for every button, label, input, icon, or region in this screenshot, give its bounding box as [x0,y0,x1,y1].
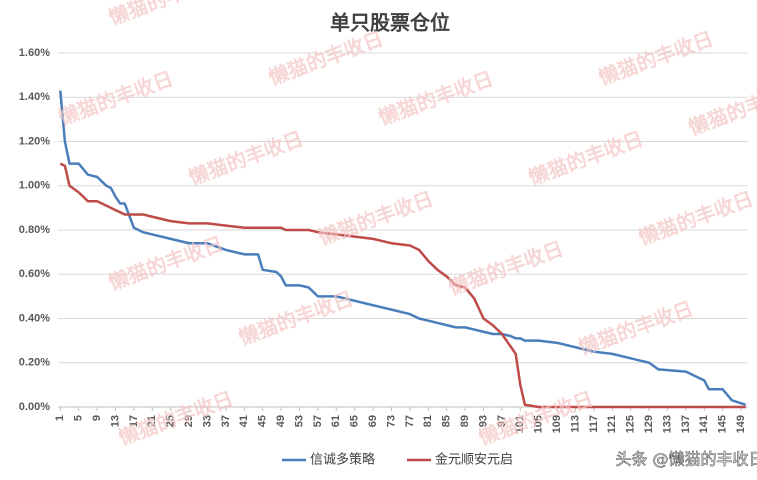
x-tick-label: 109 [551,415,563,433]
y-tick-label: 1.40% [19,91,50,103]
x-tick-label: 41 [238,415,250,427]
series-line [59,90,747,406]
watermark: 懒猫的丰收日 [265,26,386,90]
credit: 头条 @懒猫的丰收日 [615,450,757,469]
series-line [59,162,746,409]
watermark: 懒猫的丰收日 [525,126,646,190]
x-tick-label: 137 [680,415,692,433]
x-tick-label: 129 [643,415,655,433]
y-tick-label: 1.00% [19,180,50,192]
x-tick-label: 61 [330,415,342,427]
x-tick-label: 73 [385,415,397,427]
y-tick-label: 0.20% [19,357,50,369]
y-tick-label: 0.80% [19,224,50,236]
x-tick-label: 141 [698,415,710,433]
watermark: 懒猫的丰收日 [635,186,756,250]
x-tick-label: 65 [349,415,361,427]
x-tick-label: 97 [496,415,508,427]
x-tick-label: 133 [661,415,673,433]
x-tick-label: 9 [91,415,103,421]
x-tick-label: 117 [588,415,600,433]
watermark: 懒猫的丰收日 [55,66,176,130]
x-tick-label: 33 [201,415,213,427]
x-tick-label: 101 [514,415,526,433]
watermark: 懒猫的丰收日 [575,296,696,360]
x-tick-label: 89 [459,415,471,427]
x-tick-label: 53 [293,415,305,427]
x-tick-label: 77 [404,415,416,427]
x-tick-label: 17 [128,415,140,427]
y-tick-label: 0.60% [19,268,50,280]
x-tick-label: 5 [73,415,85,421]
chart-title: 单只股票仓位 [330,11,450,35]
watermark: 懒猫的丰收日 [375,66,496,130]
watermark: 懒猫的丰收日 [105,0,226,30]
x-tick-label: 45 [257,415,269,427]
y-tick-label: 1.60% [19,47,50,59]
x-tick-label: 21 [146,415,158,427]
x-tick-label: 57 [312,415,324,427]
x-tick-label: 85 [441,415,453,427]
x-tick-label: 13 [109,415,121,427]
legend-label: 金元顺安元启 [435,452,513,468]
x-tick-label: 1 [54,415,66,421]
x-tick-label: 113 [569,415,581,433]
x-tick-label: 29 [183,415,195,427]
watermark: 懒猫的丰收日 [105,231,226,295]
x-tick-label: 105 [533,415,545,433]
x-tick-label: 25 [165,415,177,427]
x-tick-label: 121 [606,415,618,433]
y-tick-label: 1.20% [19,135,50,147]
watermark: 懒猫的丰收日 [685,76,757,140]
x-tick-label: 81 [422,415,434,427]
watermark: 懒猫的丰收日 [595,26,716,90]
watermark: 懒猫的丰收日 [185,126,306,190]
legend-label: 信诚多策略 [310,452,375,468]
watermark: 懒猫的丰收日 [445,236,566,300]
x-tick-label: 149 [735,415,747,433]
x-tick-label: 49 [275,415,287,427]
x-tick-label: 93 [477,415,489,427]
y-tick-label: 0.00% [19,401,50,413]
y-tick-label: 0.40% [19,312,50,324]
x-tick-label: 145 [717,415,729,433]
x-tick-label: 125 [625,415,637,433]
x-tick-label: 69 [367,415,379,427]
x-tick-label: 37 [220,415,232,427]
